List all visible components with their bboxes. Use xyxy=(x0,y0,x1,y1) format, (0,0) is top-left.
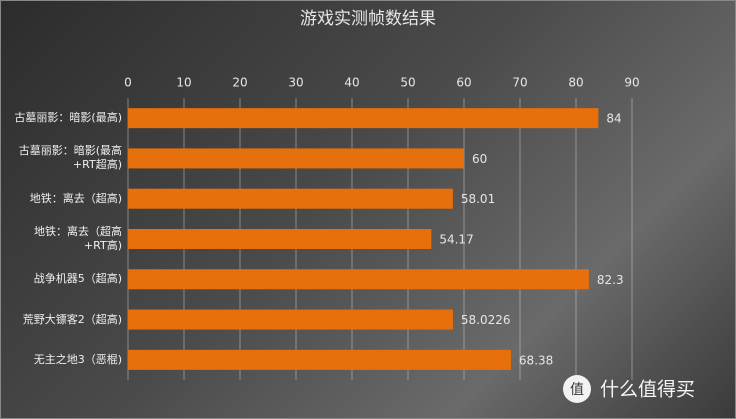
x-tick-label: 10 xyxy=(176,76,191,90)
y-tick-label: 战争机器5（超高) xyxy=(33,272,122,286)
watermark-text: 什么值得买 xyxy=(600,379,695,401)
value-label: 54.17 xyxy=(439,233,473,247)
y-tick-label: 地铁：离去（超高) xyxy=(29,191,122,205)
y-tick-label: 无主之地3（恶棍) xyxy=(33,352,122,366)
x-tick-label: 20 xyxy=(232,76,247,90)
value-label: 58.01 xyxy=(461,192,495,206)
bar xyxy=(128,309,453,330)
x-tick-label: 30 xyxy=(288,76,303,90)
bar xyxy=(128,349,511,370)
x-tick-label: 50 xyxy=(400,76,415,90)
watermark-icon: 值 xyxy=(570,382,584,398)
value-label: 68.38 xyxy=(519,353,553,367)
chart-title: 游戏实测帧数结果 xyxy=(300,9,436,29)
watermark-icon-bg xyxy=(563,375,591,403)
x-tick-label: 80 xyxy=(568,76,583,90)
value-label: 84 xyxy=(606,112,621,126)
x-tick-label: 60 xyxy=(456,76,471,90)
x-tick-label: 40 xyxy=(344,76,359,90)
bar xyxy=(128,229,432,249)
value-label: 58.0226 xyxy=(461,313,511,327)
y-tick-label: 古墓丽影：暗影(最高 +RT超高) xyxy=(18,144,122,172)
x-tick-label: 0 xyxy=(124,76,132,90)
y-tick-label: 荒野大镖客2（超高) xyxy=(22,312,122,326)
bar xyxy=(128,108,599,129)
bar xyxy=(128,188,453,209)
y-tick-label: 地铁：离去（超高 +RT高) xyxy=(34,225,122,252)
x-tick-label: 90 xyxy=(624,76,639,90)
bar xyxy=(128,148,464,169)
y-tick-label: 古墓丽影：暗影(最高) xyxy=(14,111,122,125)
value-label: 82.3 xyxy=(597,273,624,287)
bar xyxy=(128,269,589,290)
value-label: 60 xyxy=(472,152,487,166)
x-tick-label: 70 xyxy=(512,76,527,90)
